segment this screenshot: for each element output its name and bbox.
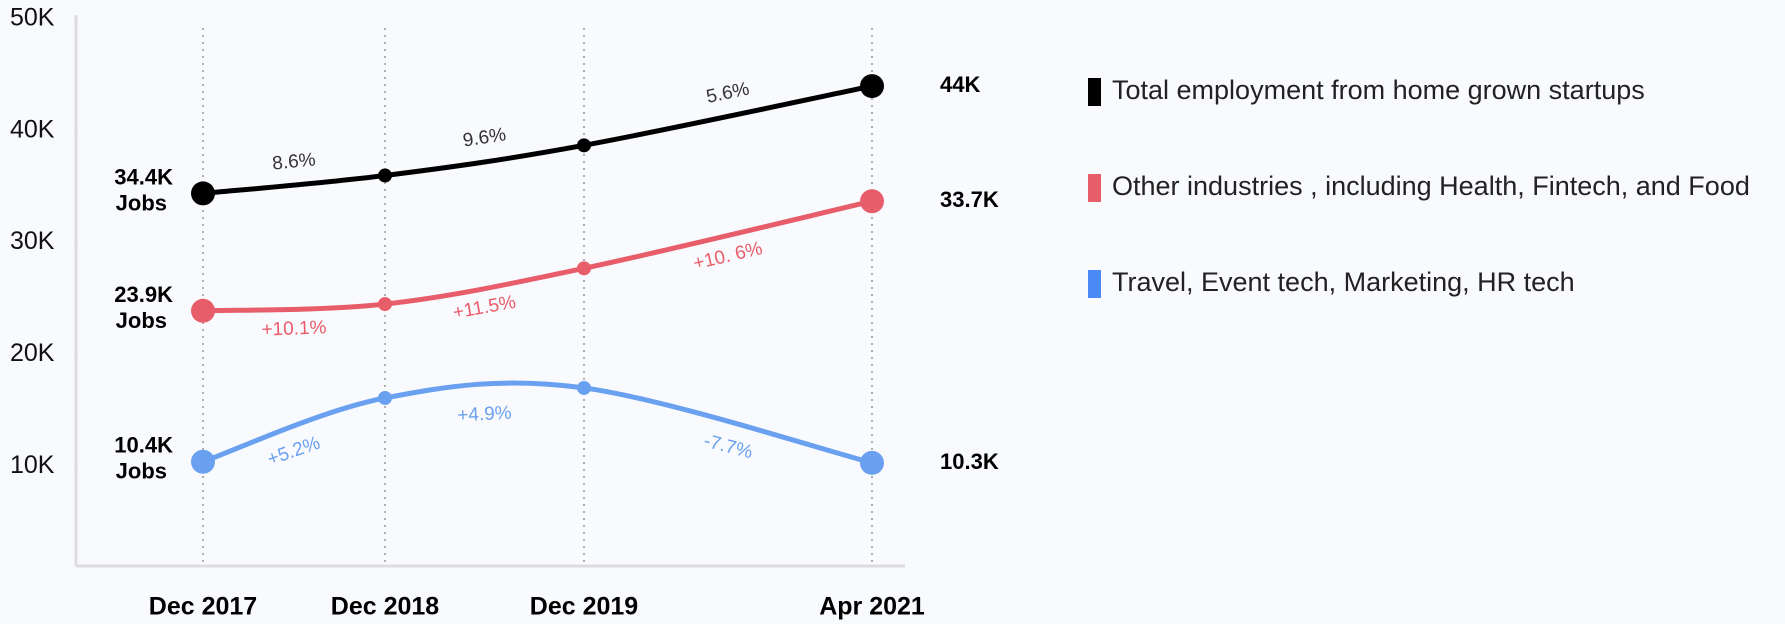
- x-tick-label: Dec 2019: [530, 593, 638, 621]
- legend-swatch: [1088, 78, 1101, 106]
- line: [202, 83, 873, 196]
- point: [378, 391, 392, 406]
- x-tick-label: Dec 2017: [149, 593, 257, 621]
- point: [577, 380, 591, 395]
- point: [860, 189, 884, 214]
- data-label: 44K: [940, 72, 980, 97]
- legend-label: Other industries , including Health, Fin…: [1112, 171, 1750, 201]
- y-tick-label: 20K: [10, 339, 55, 367]
- point: [860, 74, 884, 99]
- segment-label: 8.6%: [271, 149, 316, 174]
- segment-label: +4.9%: [457, 403, 512, 427]
- segment-label: +11.5%: [451, 292, 517, 324]
- line: [202, 380, 873, 466]
- segment-label: -7.7%: [701, 431, 754, 464]
- segment-label: 5.6%: [705, 79, 752, 108]
- data-label: 33.7K: [940, 187, 999, 212]
- point: [860, 450, 884, 475]
- legend-swatch: [1088, 270, 1101, 298]
- point: [191, 181, 215, 206]
- y-tick-label: 50K: [10, 4, 55, 32]
- x-tick-label: Dec 2018: [331, 593, 440, 621]
- legend-swatch: [1088, 174, 1101, 202]
- point: [577, 138, 591, 153]
- y-tick-label: 30K: [10, 227, 55, 255]
- line: [202, 198, 873, 314]
- segment-label: +10.1%: [261, 317, 327, 340]
- legend-label: Travel, Event tech, Marketing, HR tech: [1112, 267, 1575, 297]
- point: [577, 261, 591, 276]
- data-label: 10.3K: [940, 449, 999, 474]
- segment-label: +5.2%: [265, 432, 323, 470]
- data-label: 23.9K Jobs: [114, 282, 173, 333]
- point: [191, 449, 215, 474]
- segment-label: 9.6%: [461, 124, 507, 151]
- point: [378, 168, 392, 183]
- data-label: 10.4K Jobs: [114, 433, 173, 484]
- y-tick-label: 10K: [10, 451, 55, 479]
- point: [378, 297, 392, 312]
- data-label: 34.4K Jobs: [114, 164, 173, 215]
- x-tick-label: Apr 2021: [819, 593, 925, 621]
- y-tick-label: 40K: [10, 115, 55, 143]
- legend-label: Total employment from home grown startup…: [1112, 75, 1645, 105]
- point: [191, 298, 215, 323]
